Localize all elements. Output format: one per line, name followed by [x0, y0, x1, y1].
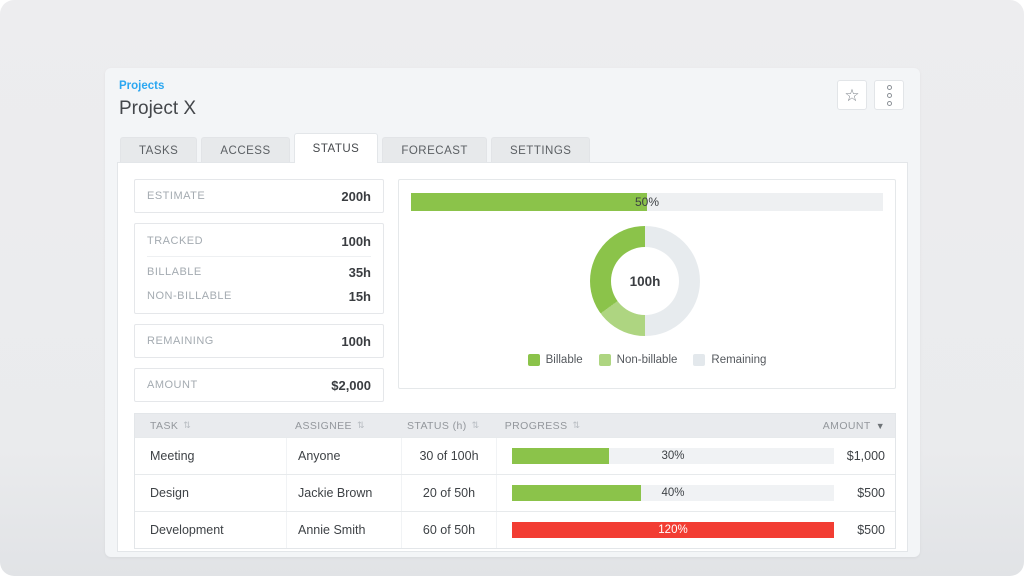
remaining-value: 100h [341, 333, 371, 349]
page-title: Project X [119, 98, 197, 119]
task-progress-bar: 40% [512, 485, 834, 501]
favorite-button[interactable]: ☆ [837, 80, 867, 110]
task-cell: Development [135, 512, 287, 548]
project-card: Projects Project X ☆ TASKS ACCESS STATUS… [105, 68, 920, 557]
status-cell: 30 of 100h [402, 438, 497, 474]
header-task[interactable]: TASK ⇅ [150, 419, 192, 432]
more-options-button[interactable] [874, 80, 904, 110]
assignee-cell: Jackie Brown [287, 475, 402, 511]
completion-bar: 50% [411, 193, 883, 211]
remaining-label: REMAINING [147, 335, 214, 347]
divider [147, 256, 371, 257]
progress-chart-panel: 50% 100h Billable Non-billable [398, 179, 896, 389]
tab-forecast[interactable]: FORECAST [382, 137, 487, 163]
amount-label: AMOUNT [147, 379, 198, 391]
progress-cell: 40% [497, 485, 837, 501]
amount-cell: $500 [857, 486, 885, 500]
table-row[interactable]: Meeting Anyone 30 of 100h 30% $1,000 [135, 437, 895, 474]
progress-label: 40% [661, 487, 685, 499]
header-progress[interactable]: PROGRESS ⇅ [504, 419, 581, 432]
sort-icon: ⇅ [183, 420, 192, 430]
donut-legend: Billable Non-billable Remaining [399, 354, 895, 366]
tab-tasks[interactable]: TASKS [120, 137, 198, 163]
table-row[interactable]: Design Jackie Brown 20 of 50h 40% $500 [135, 474, 895, 511]
status-cell: 20 of 50h [402, 475, 497, 511]
project-stats: ESTIMATE 200h TRACKED 100h BILLABLE 35h [134, 179, 384, 412]
non-billable-label: NON-BILLABLE [147, 290, 232, 302]
amount-value: $2,000 [331, 377, 371, 393]
sort-icon: ⇅ [471, 420, 480, 430]
legend-item-remaining: Remaining [693, 354, 766, 366]
estimate-value: 200h [341, 188, 371, 204]
table-header: TASK ⇅ ASSIGNEE ⇅ STATUS (h) ⇅ PROGRESS ⇅ AM… [135, 414, 895, 437]
breadcrumb[interactable]: Projects [119, 80, 165, 92]
tab-bar: TASKS ACCESS STATUS FORECAST SETTINGS [120, 133, 591, 163]
status-tab-content: ESTIMATE 200h TRACKED 100h BILLABLE 35h [117, 162, 908, 552]
sort-icon: ⇅ [356, 420, 365, 430]
legend-item-billable: Billable [527, 354, 583, 366]
task-progress-bar: 30% [512, 448, 834, 464]
tab-status[interactable]: STATUS [293, 133, 379, 163]
billable-label: BILLABLE [147, 266, 202, 278]
header-amount[interactable]: AMOUNT ▼ [822, 419, 885, 432]
donut-center-label: 100h [611, 247, 679, 315]
assignee-cell: Anyone [287, 438, 402, 474]
task-cell: Meeting [135, 438, 287, 474]
progress-cell: 30% [497, 448, 837, 464]
tracked-box: TRACKED 100h BILLABLE 35h NON-BILLABLE 1… [134, 223, 384, 314]
amount-cell: $500 [857, 523, 885, 537]
progress-label: 30% [661, 450, 685, 462]
tracked-value: 100h [341, 233, 371, 249]
time-breakdown-donut: 100h [590, 226, 700, 336]
progress-cell: 120% [497, 522, 837, 538]
billable-value: 35h [348, 264, 371, 280]
progress-label: 120% [658, 524, 688, 536]
completion-bar-fill [411, 193, 647, 211]
non-billable-value: 15h [348, 288, 371, 304]
header-status[interactable]: STATUS (h) ⇅ [407, 419, 480, 432]
tracked-label: TRACKED [147, 235, 204, 247]
completion-bar-label: 50% [634, 195, 660, 209]
kebab-menu-icon [886, 84, 892, 90]
tab-access[interactable]: ACCESS [201, 137, 290, 163]
status-cell: 60 of 50h [402, 512, 497, 548]
amount-box: AMOUNT $2,000 [134, 368, 384, 402]
assignee-cell: Annie Smith [287, 512, 402, 548]
sort-icon: ⇅ [572, 420, 581, 430]
header-assignee[interactable]: ASSIGNEE ⇅ [295, 419, 365, 432]
estimate-box: ESTIMATE 200h [134, 179, 384, 213]
remaining-swatch-icon [693, 354, 706, 366]
table-row[interactable]: Development Annie Smith 60 of 50h 120% $… [135, 511, 895, 548]
remaining-box: REMAINING 100h [134, 324, 384, 358]
task-cell: Design [135, 475, 287, 511]
star-icon: ☆ [844, 85, 860, 105]
sort-desc-icon: ▼ [875, 420, 885, 431]
task-progress-bar: 120% [512, 522, 834, 538]
billable-swatch-icon [527, 354, 540, 366]
non-billable-swatch-icon [598, 354, 611, 366]
tab-settings[interactable]: SETTINGS [490, 137, 591, 163]
tasks-table: TASK ⇅ ASSIGNEE ⇅ STATUS (h) ⇅ PROGRESS ⇅ AM… [134, 413, 896, 549]
legend-item-non-billable: Non-billable [598, 354, 677, 366]
estimate-label: ESTIMATE [147, 190, 206, 202]
amount-cell: $1,000 [846, 449, 885, 463]
